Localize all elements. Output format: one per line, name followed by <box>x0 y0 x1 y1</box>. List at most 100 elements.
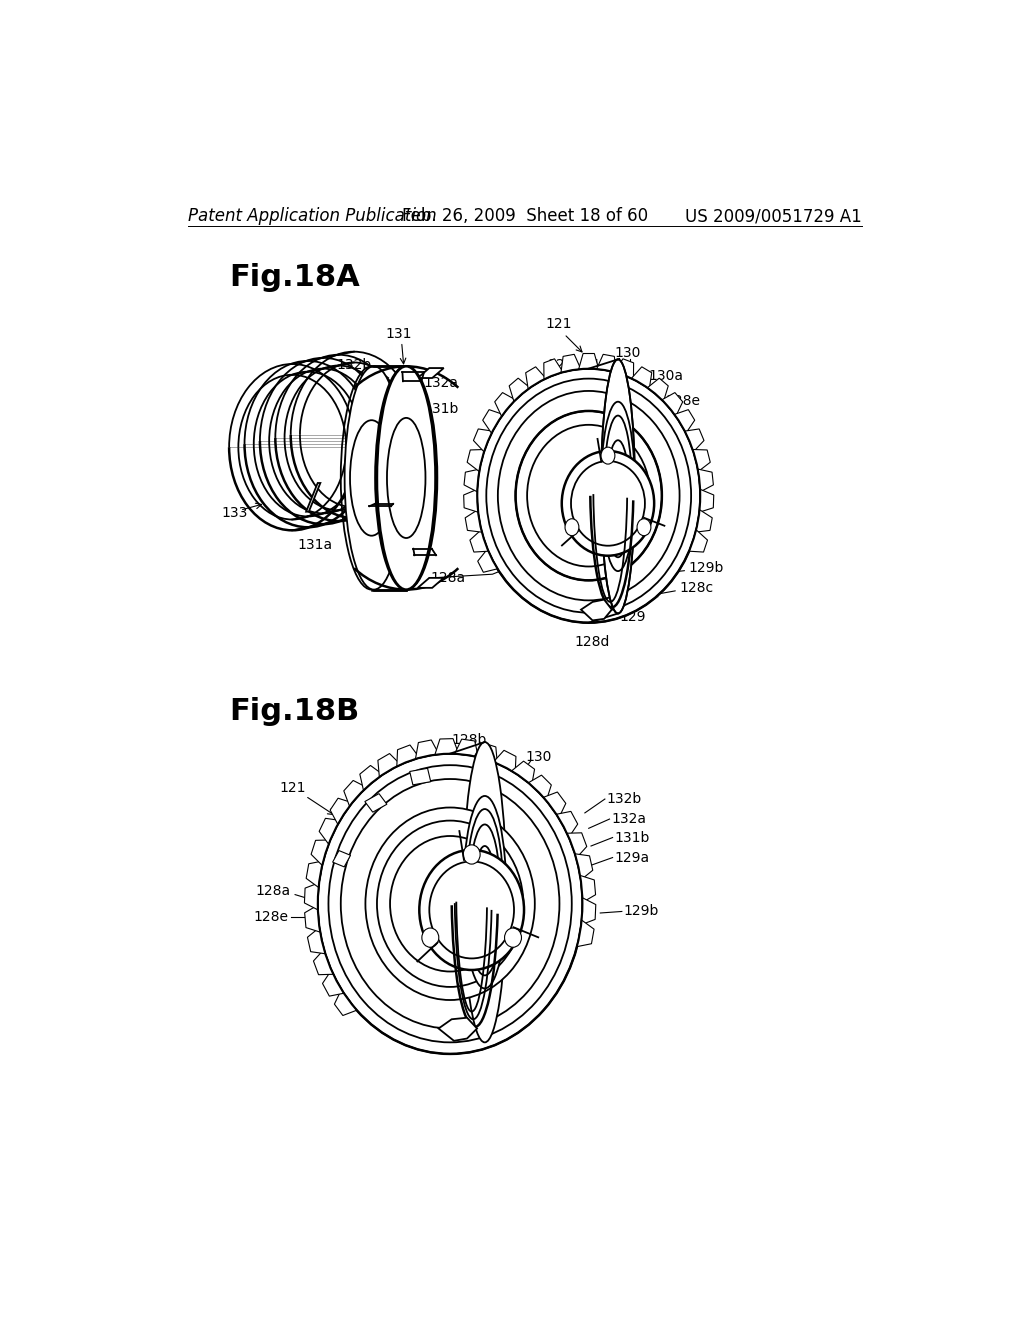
Polygon shape <box>581 875 596 903</box>
Polygon shape <box>464 469 479 492</box>
Polygon shape <box>304 883 318 909</box>
Polygon shape <box>662 392 683 416</box>
Polygon shape <box>614 359 634 379</box>
Polygon shape <box>482 409 503 433</box>
Polygon shape <box>418 578 443 587</box>
Text: 128b: 128b <box>591 358 627 372</box>
Ellipse shape <box>345 367 403 590</box>
Text: 132a: 132a <box>611 812 646 826</box>
Ellipse shape <box>515 411 662 581</box>
Ellipse shape <box>477 368 700 623</box>
Text: 128a: 128a <box>431 572 466 585</box>
Polygon shape <box>306 483 321 512</box>
Ellipse shape <box>571 461 645 545</box>
Polygon shape <box>365 793 387 812</box>
Polygon shape <box>597 354 616 372</box>
Polygon shape <box>323 970 344 997</box>
Ellipse shape <box>463 845 480 865</box>
Text: 128e: 128e <box>253 909 288 924</box>
Polygon shape <box>478 549 498 573</box>
Text: 128c: 128c <box>495 977 528 991</box>
Ellipse shape <box>463 742 506 1043</box>
Polygon shape <box>438 1018 477 1040</box>
Ellipse shape <box>317 754 583 1053</box>
Polygon shape <box>378 754 400 777</box>
Polygon shape <box>435 739 459 755</box>
Ellipse shape <box>422 928 439 948</box>
Text: 129: 129 <box>433 1007 460 1022</box>
Polygon shape <box>313 949 333 974</box>
Ellipse shape <box>466 809 503 975</box>
Polygon shape <box>418 368 443 378</box>
Ellipse shape <box>474 846 496 939</box>
Polygon shape <box>473 429 493 451</box>
Ellipse shape <box>477 858 493 927</box>
Polygon shape <box>509 378 530 401</box>
Polygon shape <box>544 792 566 818</box>
Polygon shape <box>675 409 694 433</box>
Polygon shape <box>512 762 535 785</box>
Text: 132b: 132b <box>606 792 642 807</box>
Text: US 2009/0051729 A1: US 2009/0051729 A1 <box>685 207 862 226</box>
Ellipse shape <box>387 418 425 539</box>
Ellipse shape <box>390 836 510 972</box>
Polygon shape <box>695 510 713 532</box>
Polygon shape <box>416 741 439 759</box>
Ellipse shape <box>607 441 629 533</box>
Polygon shape <box>544 359 563 379</box>
Ellipse shape <box>505 928 521 948</box>
Text: 128c: 128c <box>680 581 714 595</box>
Text: 130: 130 <box>614 346 640 360</box>
Text: 131b: 131b <box>423 401 459 416</box>
Ellipse shape <box>562 451 654 556</box>
Text: 133: 133 <box>221 506 248 520</box>
Polygon shape <box>578 920 594 946</box>
Ellipse shape <box>637 519 651 536</box>
Polygon shape <box>698 469 714 492</box>
Text: 128: 128 <box>547 358 573 372</box>
Polygon shape <box>467 450 484 471</box>
Text: Fig.18B: Fig.18B <box>229 697 359 726</box>
Polygon shape <box>474 743 498 763</box>
Ellipse shape <box>419 850 524 970</box>
Ellipse shape <box>601 401 635 572</box>
Polygon shape <box>525 367 546 389</box>
Text: Fig.18A: Fig.18A <box>229 263 359 292</box>
Text: 128d: 128d <box>574 635 610 649</box>
Polygon shape <box>582 898 596 925</box>
Ellipse shape <box>469 825 500 960</box>
Polygon shape <box>494 750 516 774</box>
Ellipse shape <box>366 808 535 1001</box>
Ellipse shape <box>601 447 614 465</box>
Text: 129: 129 <box>620 610 646 623</box>
Polygon shape <box>579 354 599 370</box>
Text: 129b: 129b <box>624 904 658 919</box>
Ellipse shape <box>565 519 579 536</box>
Polygon shape <box>319 818 340 843</box>
Polygon shape <box>410 768 431 785</box>
Text: 132a: 132a <box>423 376 458 391</box>
Text: 131a: 131a <box>440 1040 475 1055</box>
Text: 132c: 132c <box>356 548 390 562</box>
Polygon shape <box>699 490 714 512</box>
Polygon shape <box>495 392 515 416</box>
Polygon shape <box>567 833 587 858</box>
Ellipse shape <box>610 454 626 519</box>
Polygon shape <box>311 840 330 866</box>
Text: 131b: 131b <box>614 830 649 845</box>
Polygon shape <box>455 739 478 758</box>
Polygon shape <box>581 599 611 620</box>
Polygon shape <box>575 854 593 880</box>
Polygon shape <box>561 354 581 372</box>
Ellipse shape <box>377 821 523 987</box>
Polygon shape <box>465 510 481 532</box>
Polygon shape <box>689 529 708 552</box>
Text: 128e: 128e <box>666 393 700 408</box>
Polygon shape <box>470 529 488 552</box>
Text: 131a: 131a <box>298 539 333 552</box>
Polygon shape <box>528 775 551 800</box>
Polygon shape <box>647 378 669 401</box>
Text: 130: 130 <box>525 751 552 764</box>
Text: 121: 121 <box>546 317 572 331</box>
Polygon shape <box>397 744 420 767</box>
